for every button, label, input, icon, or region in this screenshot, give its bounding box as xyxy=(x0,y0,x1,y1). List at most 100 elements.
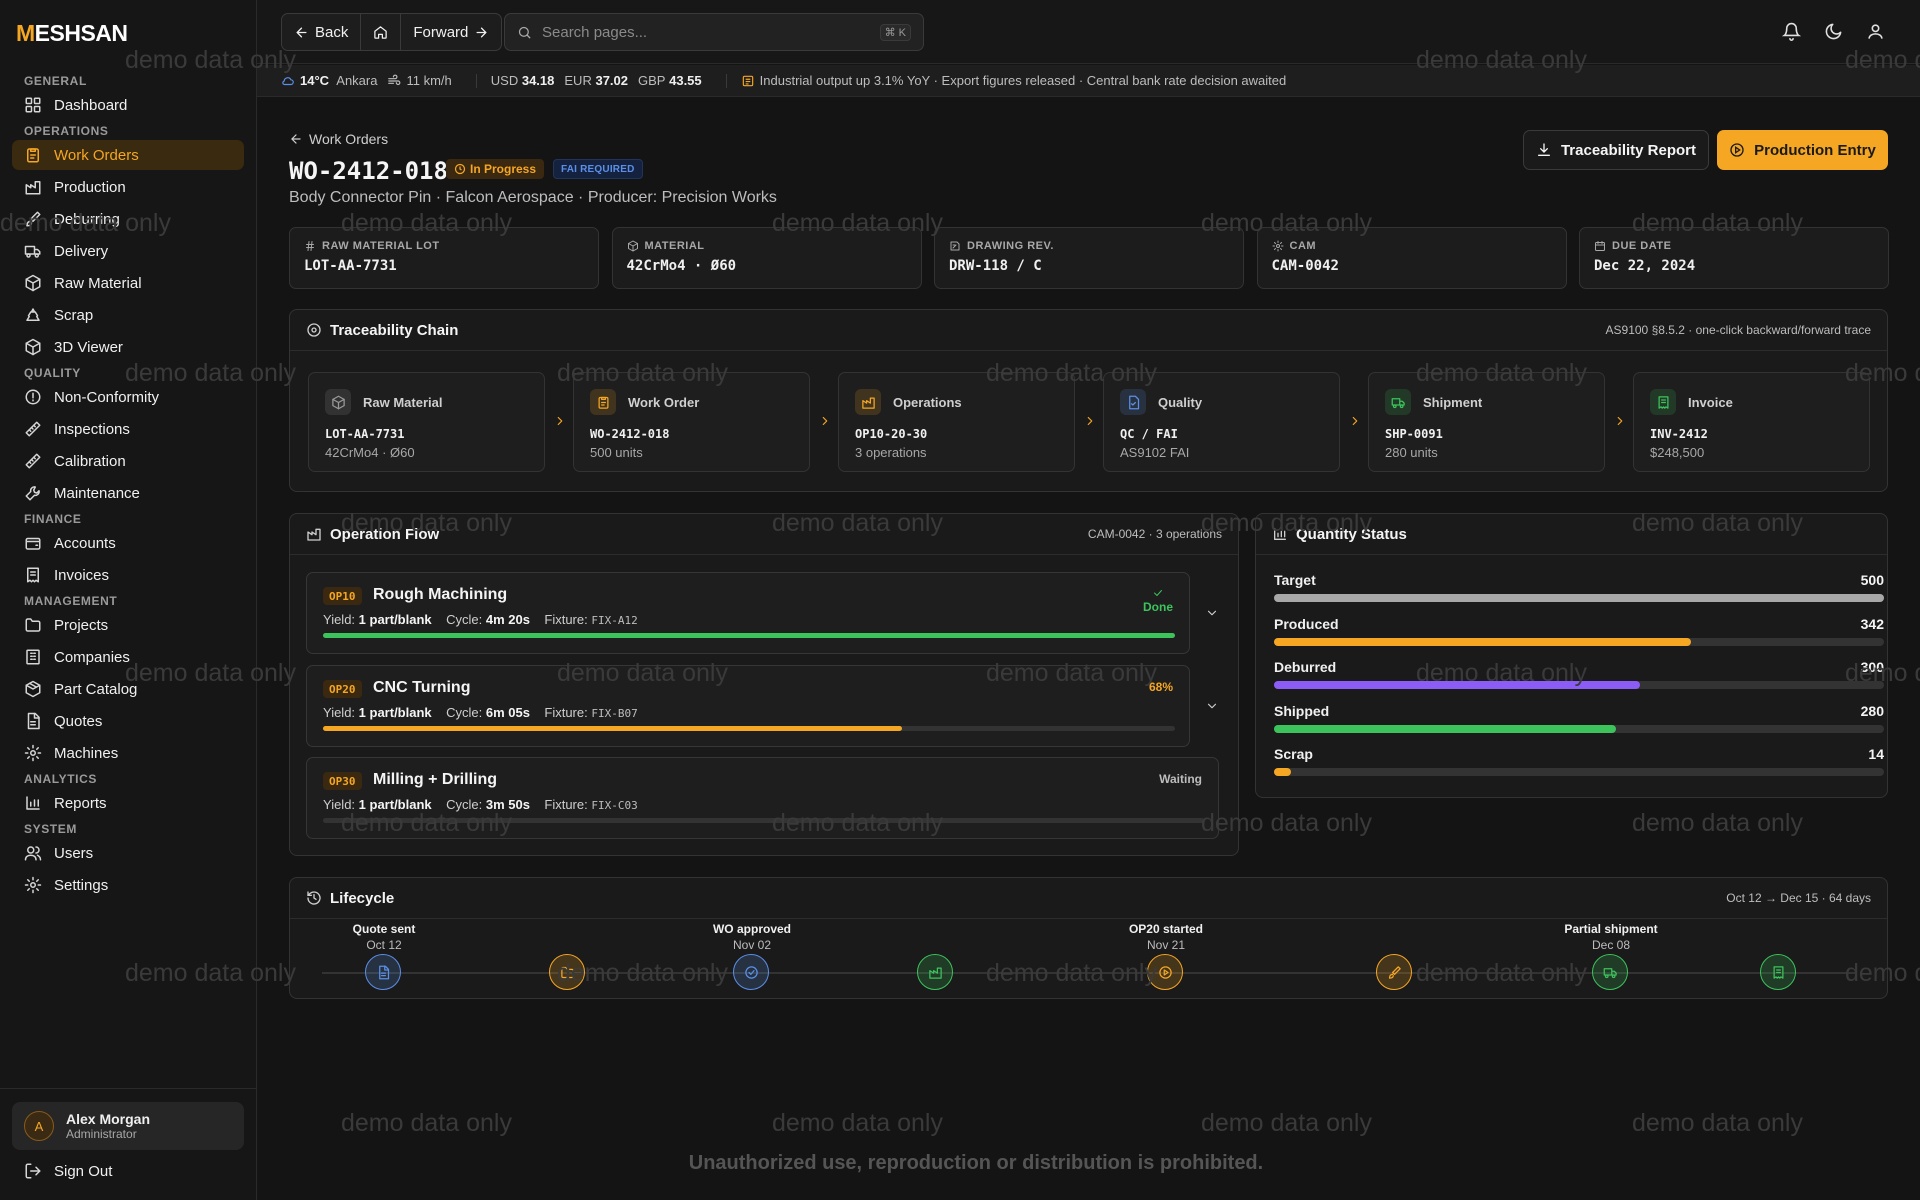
sidebar-item-users[interactable]: Users xyxy=(12,838,244,868)
sidebar-item-invoices[interactable]: Invoices xyxy=(12,560,244,590)
traceability-report-button[interactable]: Traceability Report xyxy=(1523,130,1709,170)
quantity-value: 342 xyxy=(1860,615,1884,632)
sidebar-item-scrap[interactable]: Scrap xyxy=(12,300,244,330)
back-button[interactable]: Back xyxy=(282,14,362,50)
user-card[interactable]: A Alex Morgan Administrator xyxy=(12,1102,244,1150)
chain-step-shipment[interactable]: Shipment SHP-0091 280 units xyxy=(1368,372,1605,472)
timeline-node[interactable] xyxy=(917,954,953,990)
sidebar-item-part-catalog[interactable]: Part Catalog xyxy=(12,674,244,704)
operation-status-text: Waiting xyxy=(1159,772,1202,786)
moon-icon[interactable] xyxy=(1824,22,1843,41)
sidebar-item-label: Maintenance xyxy=(54,484,140,502)
receipt-icon xyxy=(1650,389,1676,415)
operation-card-op20[interactable]: OP20 CNC Turning Yield: 1 part/blank Cycle… xyxy=(306,665,1190,747)
timeline-node[interactable] xyxy=(1592,954,1628,990)
operation-card-op10[interactable]: OP10 Rough Machining Yield: 1 part/blank C… xyxy=(306,572,1190,654)
traceability-panel: Traceability Chain AS9100 §8.5.2 · one-c… xyxy=(289,309,1888,492)
chain-step-quality[interactable]: Quality QC / FAI AS9102 FAI xyxy=(1103,372,1340,472)
logout-icon xyxy=(24,1162,42,1180)
sidebar-item-quotes[interactable]: Quotes xyxy=(12,706,244,736)
timeline-node[interactable] xyxy=(549,954,585,990)
chain-step-work-order[interactable]: Work Order WO-2412-018 500 units xyxy=(573,372,810,472)
sidebar-item-dashboard[interactable]: Dashboard xyxy=(12,90,244,120)
sidebar-item-companies[interactable]: Companies xyxy=(12,642,244,672)
event-title: Quote sent xyxy=(352,922,416,936)
user-icon[interactable] xyxy=(1866,22,1885,41)
sidebar-item-label: Work Orders xyxy=(54,146,139,164)
timeline-node[interactable] xyxy=(1376,954,1412,990)
timeline-node[interactable] xyxy=(365,954,401,990)
chain-step-invoice[interactable]: Invoice INV-2412 $248,500 xyxy=(1633,372,1870,472)
search-input[interactable] xyxy=(542,23,880,41)
file-check-icon xyxy=(1120,389,1146,415)
sidebar-item-non-conformity[interactable]: Non-Conformity xyxy=(12,382,244,412)
brand-logo[interactable]: MESHSAN xyxy=(16,20,128,46)
chain-step-operations[interactable]: Operations OP10-20-30 3 operations xyxy=(838,372,1075,472)
sidebar-item-calibration[interactable]: Calibration xyxy=(12,446,244,476)
newspaper-icon xyxy=(741,74,760,88)
forward-button[interactable]: Forward xyxy=(401,14,501,50)
sidebar-item-3d-viewer[interactable]: 3D Viewer xyxy=(12,332,244,362)
sidebar-item-projects[interactable]: Projects xyxy=(12,610,244,640)
sidebar-item-deburring[interactable]: Deburring xyxy=(12,204,244,234)
page-subtitle: Body Connector Pin · Falcon Aerospace · … xyxy=(289,189,777,206)
chain-step-header: Work Order xyxy=(590,389,793,415)
chevron-down-icon[interactable] xyxy=(1205,699,1219,713)
timeline-node[interactable] xyxy=(1760,954,1796,990)
cycle-label: Cycle: xyxy=(446,797,483,812)
operation-status-text: 68% xyxy=(1148,680,1173,694)
box-icon xyxy=(627,240,645,252)
sidebar-item-accounts[interactable]: Accounts xyxy=(12,528,244,558)
production-entry-button[interactable]: Production Entry xyxy=(1717,130,1888,170)
sidebar-item-settings[interactable]: Settings xyxy=(12,870,244,900)
gbp-value: 43.55 xyxy=(669,73,702,88)
breadcrumb-back-link[interactable]: Work Orders xyxy=(289,131,388,147)
forward-label: Forward xyxy=(413,23,469,41)
bell-icon[interactable] xyxy=(1782,22,1801,41)
chevron-right-icon xyxy=(553,414,567,428)
home-button[interactable] xyxy=(361,14,402,50)
info-card-label: DRAWING REV. xyxy=(949,240,1229,252)
info-ticker: 14°C Ankara 11 km/h USD 34.18 EUR 37.02 … xyxy=(257,65,1920,97)
operation-meta: Yield: 1 part/blank Cycle: 3m 50s Fixtur… xyxy=(323,797,638,812)
quantity-row-scrap: Scrap 14 xyxy=(1274,746,1884,776)
timeline-node[interactable] xyxy=(1147,954,1183,990)
folder-icon xyxy=(560,965,575,980)
clipboard-icon xyxy=(24,146,42,164)
traceability-title: Traceability Chain xyxy=(306,322,458,339)
traceability-meta: AS9100 §8.5.2 · one-click backward/forwa… xyxy=(1605,323,1871,337)
operation-card-op30[interactable]: OP30 Milling + Drilling Yield: 1 part/blan… xyxy=(306,757,1219,839)
chevron-right-icon xyxy=(1348,414,1362,428)
info-card-due-date: DUE DATE Dec 22, 2024 xyxy=(1579,227,1889,289)
yield-value: 1 part/blank xyxy=(358,797,432,812)
watermark: demo data only xyxy=(1201,1109,1372,1137)
chevron-down-icon[interactable] xyxy=(1205,606,1219,620)
operation-meta: Yield: 1 part/blank Cycle: 4m 20s Fixtur… xyxy=(323,612,638,627)
factory-icon xyxy=(928,965,943,980)
chain-step-sub: 3 operations xyxy=(855,445,927,460)
sidebar-item-inspections[interactable]: Inspections xyxy=(12,414,244,444)
sidebar-item-raw-material[interactable]: Raw Material xyxy=(12,268,244,298)
sidebar-item-machines[interactable]: Machines xyxy=(12,738,244,768)
dashboard-icon xyxy=(24,96,42,114)
operation-flow-header: Operation Flow CAM-0042 · 3 operations xyxy=(290,514,1238,555)
arrow-right-icon xyxy=(474,25,489,40)
info-card-material: MATERIAL 42CrMo4 · Ø60 xyxy=(611,227,922,289)
sign-out-button[interactable]: Sign Out xyxy=(24,1160,112,1182)
chain-step-header: Operations xyxy=(855,389,1058,415)
status-label: In Progress xyxy=(470,162,537,176)
sidebar-item-reports[interactable]: Reports xyxy=(12,788,244,818)
sidebar-item-production[interactable]: Production xyxy=(12,172,244,202)
search-box[interactable]: ⌘ K xyxy=(504,13,924,51)
quantity-panel: Quantity Status Target 500 Produced 342 Debu… xyxy=(1255,513,1888,798)
sidebar-item-work-orders[interactable]: Work Orders xyxy=(12,140,244,170)
users-icon xyxy=(24,844,42,862)
quantity-label: Deburred xyxy=(1274,659,1337,675)
sidebar-item-delivery[interactable]: Delivery xyxy=(12,236,244,266)
sidebar-item-maintenance[interactable]: Maintenance xyxy=(12,478,244,508)
quantity-bar xyxy=(1274,681,1884,689)
timeline-node[interactable] xyxy=(733,954,769,990)
chain-step-raw-material[interactable]: Raw Material LOT-AA-7731 42CrMo4 · Ø60 xyxy=(308,372,545,472)
search-shortcut: ⌘ K xyxy=(879,23,911,41)
quantity-row-shipped: Shipped 280 xyxy=(1274,703,1884,733)
